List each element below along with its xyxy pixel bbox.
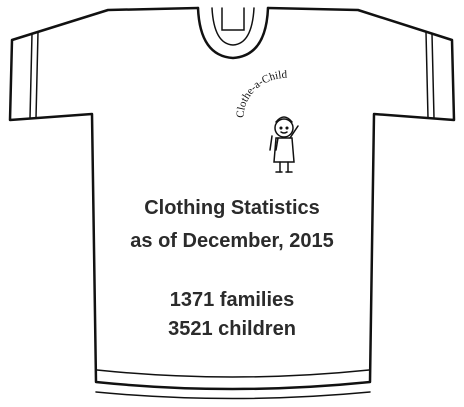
cuff-line: [30, 34, 32, 118]
cuff-line: [432, 34, 434, 118]
page: Clothe-a-Child Clothing Statistics as of…: [0, 0, 464, 407]
stat-line: 1371 families: [170, 289, 295, 311]
title-line: Clothing Statistics: [144, 197, 320, 219]
collar: [198, 8, 268, 58]
child-figure: [270, 117, 298, 172]
hem-line: [96, 392, 370, 399]
collar-back: [222, 8, 244, 30]
t-shirt-graphic: Clothe-a-Child Clothing Statistics as of…: [0, 0, 464, 407]
logo-text: Clothe-a-Child: [234, 69, 287, 119]
hem-line: [97, 370, 369, 377]
title-line: as of December, 2015: [130, 230, 333, 252]
logo-text: Clothe-a-Child: [234, 69, 287, 119]
stat-line: 3521 children: [168, 318, 296, 340]
cuff-line: [36, 32, 38, 118]
collar-inner: [212, 8, 254, 45]
cuff-line: [426, 32, 428, 118]
